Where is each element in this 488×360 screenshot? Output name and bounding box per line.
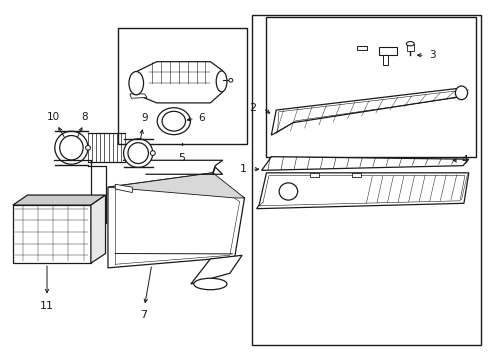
Polygon shape: [190, 255, 242, 284]
Text: 10: 10: [47, 112, 60, 122]
Polygon shape: [115, 184, 132, 193]
Text: 7: 7: [140, 310, 147, 320]
Text: 3: 3: [428, 50, 434, 60]
Bar: [118, 28, 246, 144]
Text: 5: 5: [178, 153, 185, 163]
Ellipse shape: [150, 151, 155, 156]
Ellipse shape: [128, 143, 148, 163]
Ellipse shape: [454, 86, 467, 100]
Polygon shape: [261, 157, 468, 170]
Ellipse shape: [123, 139, 153, 167]
Polygon shape: [108, 173, 244, 268]
Ellipse shape: [228, 78, 232, 82]
Ellipse shape: [279, 183, 297, 200]
Text: 8: 8: [81, 112, 88, 122]
Bar: [383, 55, 387, 65]
Text: 4: 4: [461, 154, 467, 165]
Bar: [406, 44, 413, 51]
Text: 6: 6: [198, 113, 205, 123]
Ellipse shape: [60, 135, 83, 160]
Polygon shape: [108, 173, 244, 198]
Polygon shape: [256, 173, 468, 209]
Polygon shape: [135, 62, 222, 103]
Polygon shape: [310, 173, 319, 177]
Polygon shape: [130, 94, 147, 98]
Text: 11: 11: [40, 301, 54, 311]
Bar: [266, 17, 475, 157]
Ellipse shape: [129, 72, 143, 95]
Ellipse shape: [216, 71, 226, 92]
Polygon shape: [271, 89, 466, 135]
Ellipse shape: [55, 131, 88, 164]
Ellipse shape: [157, 108, 190, 135]
Ellipse shape: [162, 111, 185, 131]
Bar: [378, 46, 396, 55]
Polygon shape: [91, 195, 105, 263]
Bar: [356, 46, 366, 50]
Ellipse shape: [85, 145, 90, 150]
Ellipse shape: [193, 278, 226, 290]
Ellipse shape: [406, 41, 413, 46]
Text: 2: 2: [249, 103, 256, 113]
Polygon shape: [13, 205, 91, 263]
Polygon shape: [13, 195, 105, 205]
Text: 1: 1: [240, 164, 246, 174]
Bar: [251, 15, 480, 345]
Polygon shape: [351, 173, 360, 177]
Text: 9: 9: [141, 113, 147, 123]
